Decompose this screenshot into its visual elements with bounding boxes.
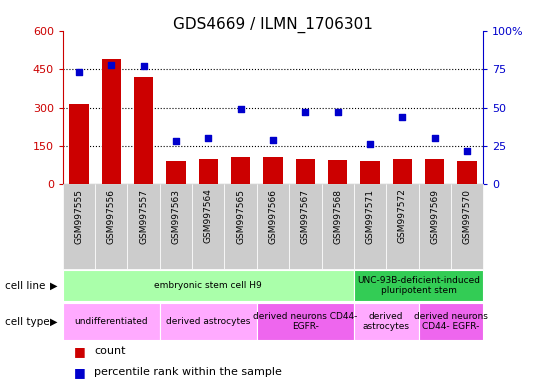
Point	[139, 63, 148, 69]
Bar	[102, 59, 121, 184]
Point	[75, 69, 84, 75]
Text: derived neurons CD44-
EGFR-: derived neurons CD44- EGFR-	[253, 312, 358, 331]
Text: derived
astrocytes: derived astrocytes	[363, 312, 410, 331]
Point	[269, 137, 277, 143]
Bar	[354, 270, 483, 301]
Bar	[322, 184, 354, 269]
Bar	[289, 184, 322, 269]
Text: GSM997570: GSM997570	[462, 189, 472, 243]
Bar	[354, 184, 386, 269]
Bar	[451, 184, 483, 269]
Bar	[63, 184, 95, 269]
Text: ▶: ▶	[50, 281, 57, 291]
Text: derived neurons
CD44- EGFR-: derived neurons CD44- EGFR-	[414, 312, 488, 331]
Bar	[458, 161, 477, 184]
Text: embryonic stem cell H9: embryonic stem cell H9	[155, 281, 262, 290]
Text: GSM997555: GSM997555	[74, 189, 84, 243]
Text: ■: ■	[74, 366, 86, 379]
Bar	[231, 157, 251, 184]
Text: GSM997567: GSM997567	[301, 189, 310, 243]
Text: GSM997564: GSM997564	[204, 189, 213, 243]
Bar	[127, 184, 160, 269]
Text: GDS4669 / ILMN_1706301: GDS4669 / ILMN_1706301	[173, 17, 373, 33]
Bar	[419, 303, 483, 340]
Bar	[257, 184, 289, 269]
Bar	[425, 159, 444, 184]
Bar	[257, 303, 354, 340]
Bar	[199, 159, 218, 184]
Bar	[160, 184, 192, 269]
Bar	[328, 160, 347, 184]
Text: percentile rank within the sample: percentile rank within the sample	[94, 367, 282, 377]
Point	[204, 135, 213, 141]
Text: UNC-93B-deficient-induced
pluripotent stem: UNC-93B-deficient-induced pluripotent st…	[357, 276, 480, 295]
Point	[366, 141, 375, 147]
Text: cell type: cell type	[5, 316, 50, 327]
Bar	[393, 159, 412, 184]
Text: GSM997569: GSM997569	[430, 189, 439, 243]
Text: GSM997557: GSM997557	[139, 189, 148, 243]
Bar	[192, 184, 224, 269]
Text: ■: ■	[74, 345, 86, 358]
Point	[301, 109, 310, 115]
Text: GSM997566: GSM997566	[269, 189, 277, 243]
Text: undifferentiated: undifferentiated	[74, 317, 148, 326]
Point	[107, 61, 116, 68]
Point	[333, 109, 342, 115]
Bar	[63, 270, 354, 301]
Text: GSM997556: GSM997556	[107, 189, 116, 243]
Bar	[224, 184, 257, 269]
Text: derived astrocytes: derived astrocytes	[166, 317, 251, 326]
Point	[236, 106, 245, 112]
Bar	[134, 77, 153, 184]
Bar	[360, 161, 379, 184]
Bar	[167, 161, 186, 184]
Bar	[63, 303, 160, 340]
Text: GSM997565: GSM997565	[236, 189, 245, 243]
Point	[398, 114, 407, 120]
Text: GSM997571: GSM997571	[365, 189, 375, 243]
Bar	[69, 104, 88, 184]
Bar	[386, 184, 419, 269]
Text: ▶: ▶	[50, 316, 57, 327]
Bar	[295, 159, 315, 184]
Text: GSM997572: GSM997572	[398, 189, 407, 243]
Point	[430, 135, 439, 141]
Bar	[160, 303, 257, 340]
Text: cell line: cell line	[5, 281, 46, 291]
Point	[462, 147, 471, 154]
Text: count: count	[94, 346, 126, 356]
Bar	[95, 184, 127, 269]
Bar	[354, 303, 419, 340]
Bar	[263, 157, 283, 184]
Point	[171, 138, 180, 144]
Text: GSM997568: GSM997568	[333, 189, 342, 243]
Bar	[419, 184, 451, 269]
Text: GSM997563: GSM997563	[171, 189, 181, 243]
